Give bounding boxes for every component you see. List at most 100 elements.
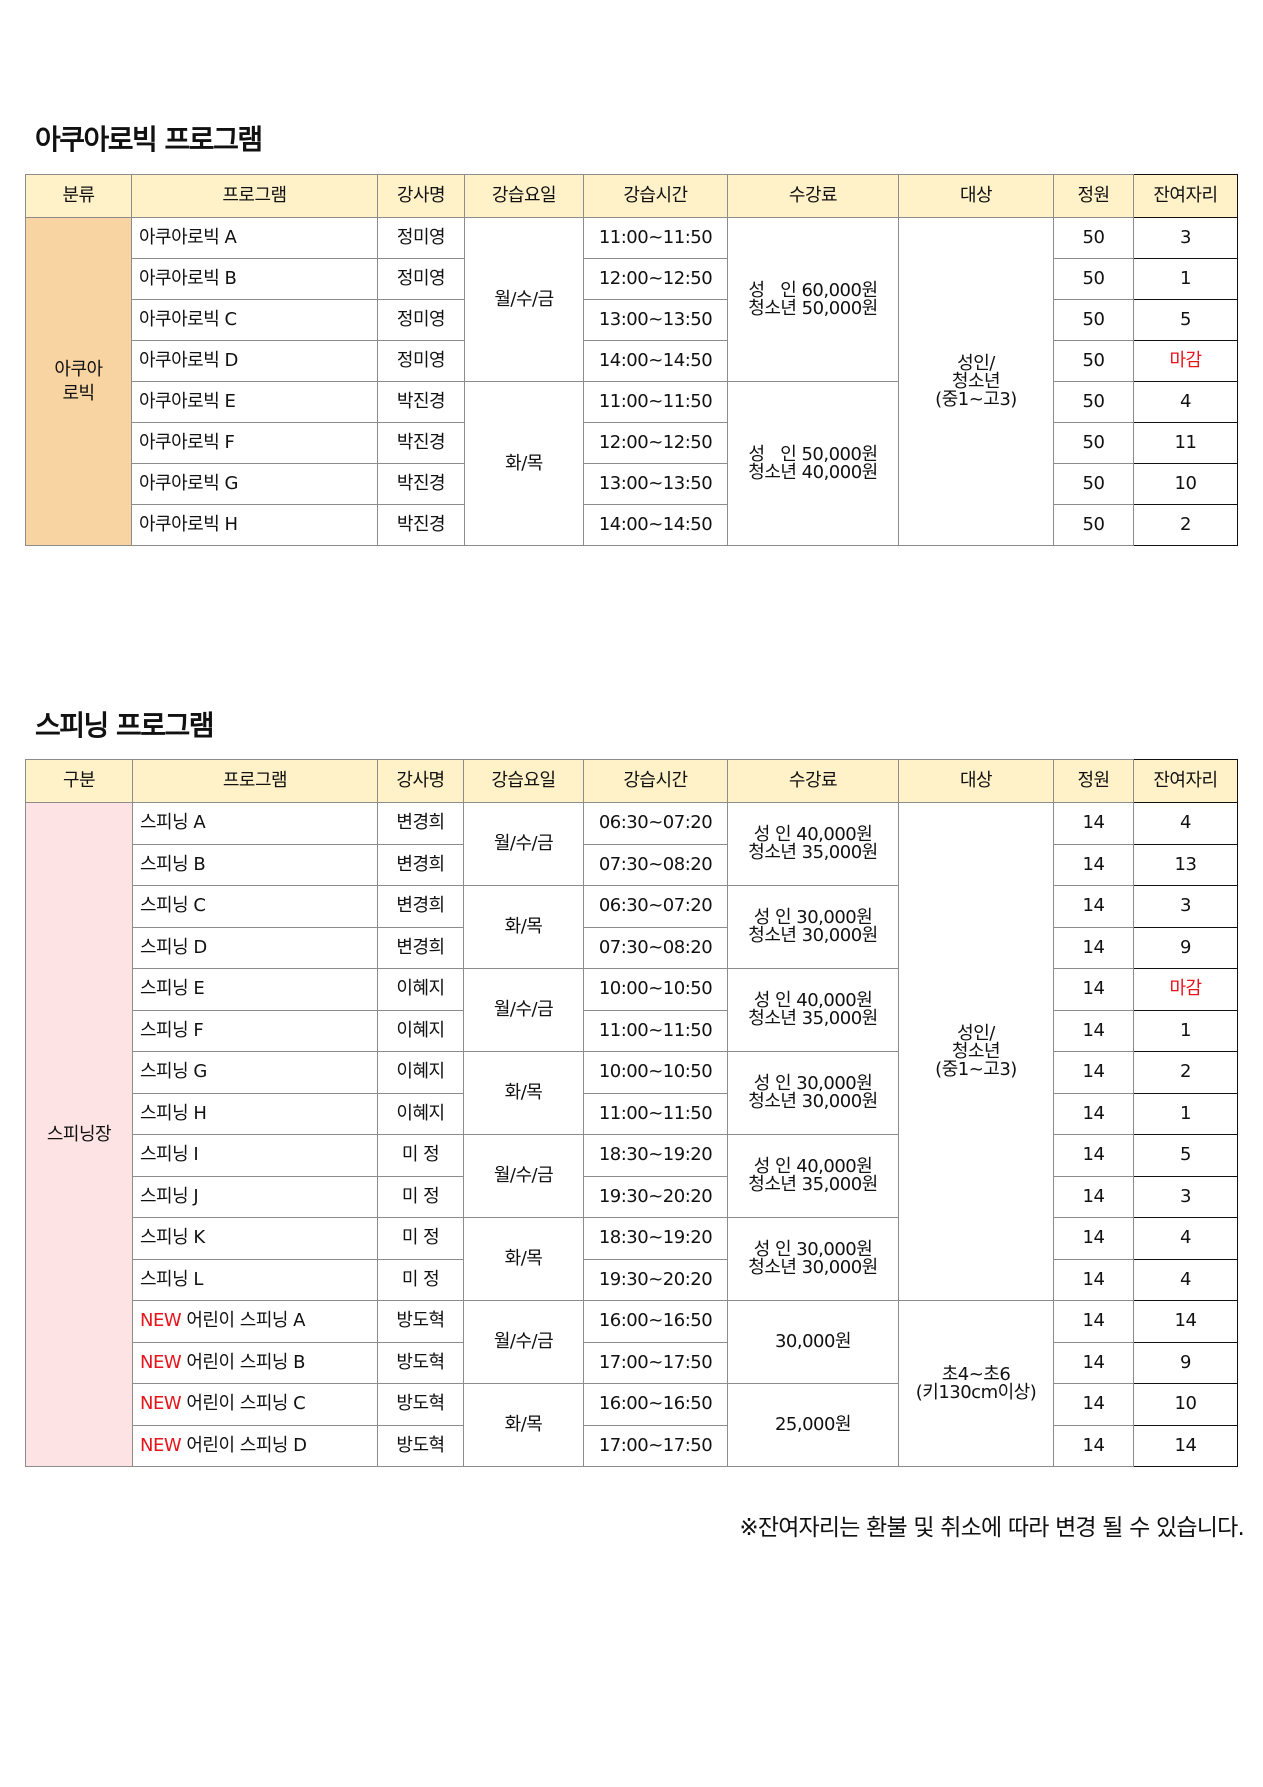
remaining-seats-cell: 11 <box>1133 422 1238 464</box>
table-row: NEW 어린이 스피닝 B 방도혁 17:00~17:50 14 9 <box>26 1341 1238 1384</box>
aquarobic-title: 아쿠아로빅 프로그램 <box>35 123 263 156</box>
instructor-cell: 이혜지 <box>377 1051 464 1094</box>
instructor-cell: 미 정 <box>377 1258 464 1301</box>
table-row: 아쿠아로빅 D 정미영 14:00~14:50 50 마감 <box>26 340 1238 382</box>
remaining-seats-cell: 4 <box>1133 1258 1238 1301</box>
time-cell: 13:00~13:50 <box>583 463 728 505</box>
time-cell: 12:00~12:50 <box>583 422 728 464</box>
time-cell: 11:00~11:50 <box>583 1009 728 1052</box>
remaining-seats-cell: 마감 <box>1133 340 1238 382</box>
time-cell: 07:30~08:20 <box>583 926 728 969</box>
fee-cell: 성 인 60,000원 청소년 50,000원 <box>727 217 899 382</box>
target-cell: 초4~초6 (키130cm이상) <box>898 1300 1054 1467</box>
days-cell: 월/수/금 <box>463 968 584 1052</box>
time-cell: 18:30~19:20 <box>583 1217 728 1260</box>
category-cell: 아쿠아 로빅 <box>25 217 132 546</box>
time-cell: 14:00~14:50 <box>583 340 728 382</box>
table-row: 아쿠아로빅 H 박진경 14:00~14:50 50 2 <box>26 504 1238 546</box>
instructor-cell: 이혜지 <box>377 1092 464 1135</box>
table-row: 스피닝장 스피닝 A 변경희 월/수/금 06:30~07:20 성 인 40,000원 … <box>25 802 1238 1467</box>
spinning-title: 스피닝 프로그램 <box>35 709 215 742</box>
instructor-cell: 이혜지 <box>377 1009 464 1052</box>
days-cell: 월/수/금 <box>464 217 584 382</box>
capacity-cell: 14 <box>1053 1051 1134 1094</box>
table-row: 아쿠아로빅 E 박진경 화/목 11:00~11:50 성 인 50,000원 청소년 … <box>26 381 1238 546</box>
time-cell: 16:00~16:50 <box>583 1300 728 1343</box>
program-cell: NEW 어린이 스피닝 D <box>132 1424 378 1467</box>
instructor-cell: 이혜지 <box>377 968 464 1011</box>
capacity-cell: 14 <box>1053 843 1134 886</box>
program-name: 스피닝 E <box>140 978 205 1000</box>
time-cell: 13:00~13:50 <box>583 299 728 341</box>
fee-cell: 성 인 40,000원 청소년 35,000원 <box>727 802 899 886</box>
instructor-cell: 박진경 <box>377 422 465 464</box>
remaining-seats-cell: 9 <box>1133 1341 1238 1384</box>
program-cell: 스피닝 B <box>132 843 378 886</box>
capacity-cell: 14 <box>1053 802 1134 845</box>
remaining-seats-cell: 2 <box>1133 504 1238 546</box>
program-name: 어린이 스피닝 C <box>186 1393 306 1415</box>
remaining-seats-cell: 14 <box>1133 1424 1238 1467</box>
table-row: 스피닝 L 미 정 19:30~20:20 14 4 <box>26 1258 1238 1301</box>
program-name: 스피닝 I <box>140 1144 199 1166</box>
remaining-seats-cell: 3 <box>1133 1175 1238 1218</box>
days-cell: 월/수/금 <box>463 802 584 886</box>
time-cell: 07:30~08:20 <box>583 843 728 886</box>
table-row: 스피닝 J 미 정 19:30~20:20 14 3 <box>26 1175 1238 1218</box>
capacity-cell: 14 <box>1053 1424 1134 1467</box>
remaining-seats-cell: 13 <box>1133 843 1238 886</box>
time-cell: 19:30~20:20 <box>583 1175 728 1218</box>
time-cell: 06:30~07:20 <box>583 885 728 928</box>
program-name: 아쿠아로빅 A <box>139 227 237 248</box>
program-name: 스피닝 K <box>140 1227 205 1249</box>
days-cell: 화/목 <box>463 885 584 969</box>
instructor-cell: 변경희 <box>377 802 464 845</box>
fee-cell: 25,000원 <box>727 1383 899 1467</box>
program-cell: 스피닝 H <box>132 1092 378 1135</box>
days-cell: 화/목 <box>464 381 584 546</box>
fee-cell: 성 인 30,000원 청소년 30,000원 <box>727 1051 899 1135</box>
instructor-cell: 박진경 <box>377 504 465 546</box>
program-cell: 스피닝 I <box>132 1134 378 1177</box>
table-row: 아쿠아로빅 B 정미영 12:00~12:50 50 1 <box>26 258 1238 300</box>
time-cell: 14:00~14:50 <box>583 504 728 546</box>
program-cell: 아쿠아로빅 F <box>131 422 378 464</box>
program-cell: 스피닝 D <box>132 926 378 969</box>
program-cell: 아쿠아로빅 G <box>131 463 378 505</box>
column-header-instructor: 강사명 <box>377 174 465 218</box>
program-name: 아쿠아로빅 F <box>139 432 235 453</box>
program-cell: 스피닝 F <box>132 1009 378 1052</box>
time-cell: 10:00~10:50 <box>583 1051 728 1094</box>
fee-cell: 성 인 30,000원 청소년 30,000원 <box>727 885 899 969</box>
program-name: 스피닝 G <box>140 1061 207 1083</box>
instructor-cell: 박진경 <box>377 381 465 423</box>
table-row: 아쿠아로빅 C 정미영 13:00~13:50 50 5 <box>26 299 1238 341</box>
capacity-cell: 14 <box>1053 968 1134 1011</box>
remaining-seats-cell: 14 <box>1133 1300 1238 1343</box>
fee-cell: 30,000원 <box>727 1300 899 1384</box>
remaining-seats-cell: 5 <box>1133 1134 1238 1177</box>
program-cell: 스피닝 G <box>132 1051 378 1094</box>
program-name: 아쿠아로빅 E <box>139 391 236 412</box>
remaining-seats-cell: 2 <box>1133 1051 1238 1094</box>
remaining-seats-cell: 3 <box>1133 885 1238 928</box>
fee-cell: 성 인 30,000원 청소년 30,000원 <box>727 1217 899 1301</box>
capacity-cell: 14 <box>1053 1383 1134 1426</box>
column-header-fee: 수강료 <box>727 759 899 803</box>
time-cell: 19:30~20:20 <box>583 1258 728 1301</box>
time-cell: 06:30~07:20 <box>583 802 728 845</box>
days-cell: 화/목 <box>463 1217 584 1301</box>
program-name: 아쿠아로빅 G <box>139 473 238 494</box>
remaining-seats-cell: 마감 <box>1133 968 1238 1011</box>
column-header-time: 강습시간 <box>583 759 728 803</box>
capacity-cell: 14 <box>1053 1092 1134 1135</box>
remaining-seats-cell: 4 <box>1133 1217 1238 1260</box>
table-row: 스피닝 C 변경희 화/목 06:30~07:20 성 인 30,000원 청소년 30… <box>26 885 1238 969</box>
days-cell: 화/목 <box>463 1051 584 1135</box>
remaining-seats-cell: 5 <box>1133 299 1238 341</box>
instructor-cell: 정미영 <box>377 217 465 259</box>
time-cell: 17:00~17:50 <box>583 1341 728 1384</box>
table-row: 아쿠아 로빅 아쿠아로빅 A 정미영 월/수/금 11:00~11:50 성 인 60,0… <box>25 217 1238 546</box>
program-cell: 아쿠아로빅 B <box>131 258 378 300</box>
program-name: 어린이 스피닝 A <box>186 1310 305 1332</box>
